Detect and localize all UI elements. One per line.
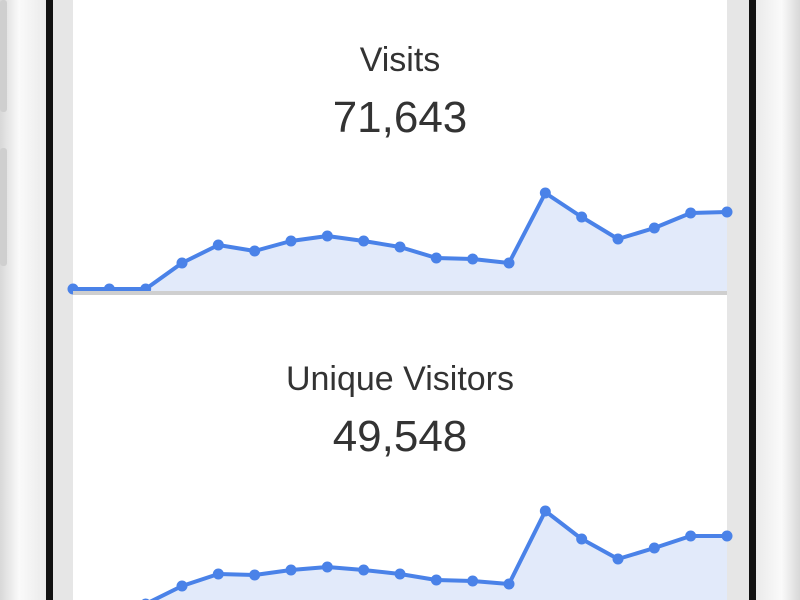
card-bottom-border <box>73 291 727 295</box>
point <box>358 235 370 247</box>
card: Visits 71,643 <box>67 0 733 295</box>
phone-button <box>0 148 7 266</box>
point <box>358 564 370 576</box>
area <box>73 193 727 291</box>
card-list: Visits 71,643 Unique Visitors 49,548 <box>67 0 733 600</box>
point <box>685 207 697 219</box>
phone-side-right <box>754 0 800 600</box>
point <box>467 253 479 265</box>
point <box>503 578 515 590</box>
point <box>212 568 224 580</box>
point <box>721 206 733 218</box>
point <box>467 575 479 587</box>
point <box>612 233 624 245</box>
card-value: 71,643 <box>333 93 468 142</box>
point <box>321 230 333 242</box>
point <box>685 530 697 542</box>
point <box>321 561 333 573</box>
point <box>648 542 660 554</box>
point <box>612 553 624 565</box>
point <box>176 580 188 592</box>
point <box>249 569 261 581</box>
point <box>285 235 297 247</box>
point <box>394 568 406 580</box>
card-title: Unique Visitors <box>286 360 514 398</box>
point <box>539 505 551 517</box>
point <box>721 530 733 542</box>
point <box>648 222 660 234</box>
point <box>249 245 261 257</box>
point <box>430 252 442 264</box>
phone-button <box>0 0 7 112</box>
card-title: Visits <box>360 41 441 79</box>
card: Unique Visitors 49,548 <box>73 295 733 600</box>
point <box>212 239 224 251</box>
point <box>503 257 515 269</box>
card-value: 49,548 <box>333 412 468 461</box>
point <box>576 533 588 545</box>
phone-side-left <box>0 0 48 600</box>
point <box>430 574 442 586</box>
point <box>576 211 588 223</box>
point <box>285 564 297 576</box>
point <box>394 241 406 253</box>
point <box>176 257 188 269</box>
card-background <box>73 295 727 600</box>
point <box>539 187 551 199</box>
area <box>153 511 727 600</box>
